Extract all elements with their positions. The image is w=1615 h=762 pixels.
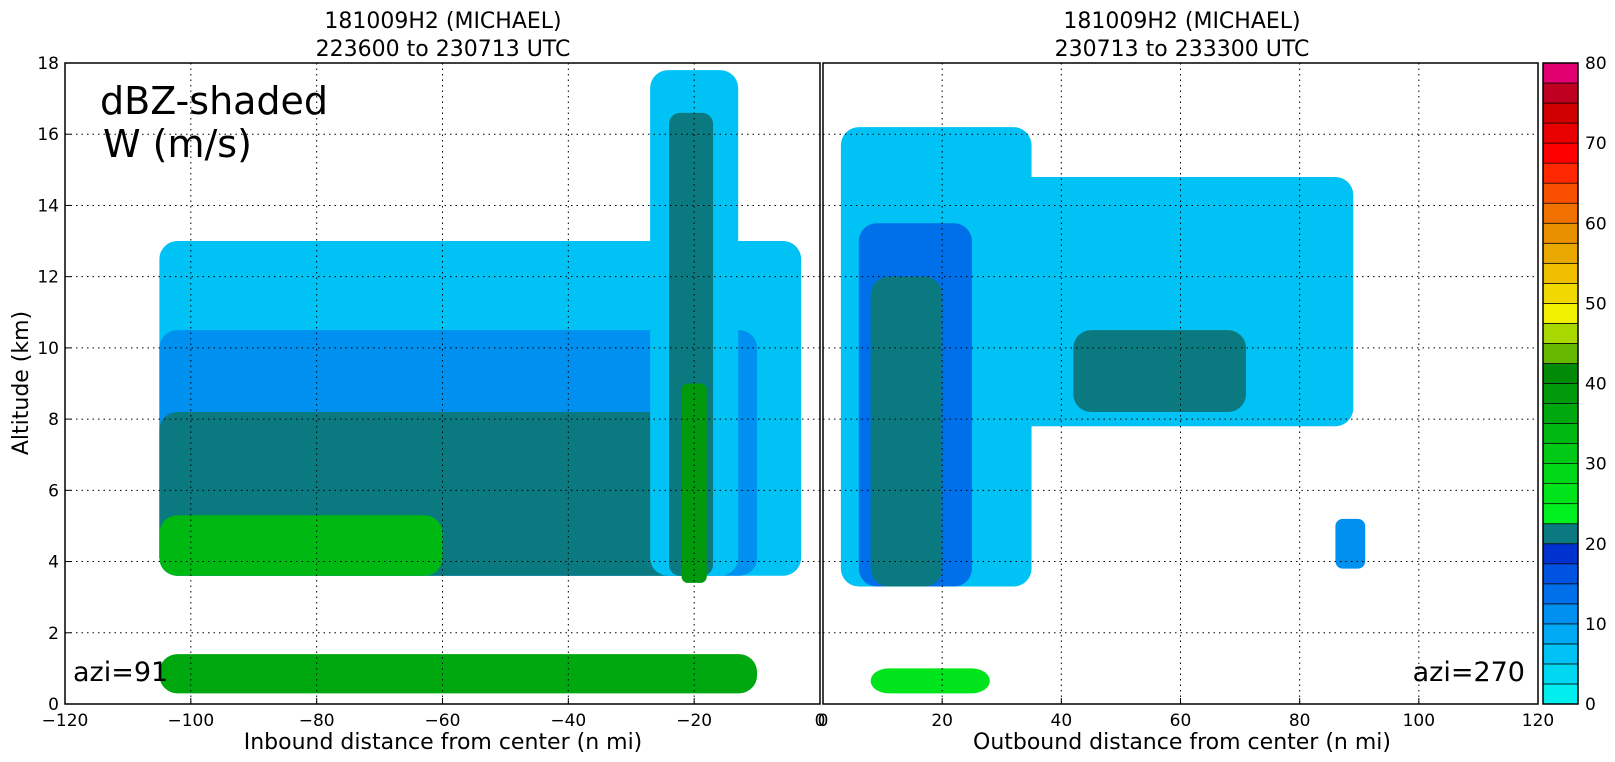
right-panel: 181009H2 (MICHAEL) 230713 to 233300 UTC … — [818, 9, 1555, 755]
colorbar-segment — [1542, 683, 1579, 705]
colorbar-tick-label: 70 — [1585, 134, 1607, 154]
colorbar-tick-label: 20 — [1585, 535, 1607, 555]
colorbar-segment — [1542, 122, 1579, 144]
colorbar-segment — [1542, 62, 1579, 84]
reflectivity-region-0-7 — [159, 654, 758, 694]
colorbar-tick-label: 30 — [1585, 455, 1607, 475]
left-panel: 181009H2 (MICHAEL) 223600 to 230713 UTC … — [9, 9, 825, 755]
colorbar-segment — [1542, 323, 1579, 344]
x-tick-label: −80 — [299, 711, 335, 731]
x-tick-label: 100 — [1403, 711, 1435, 731]
colorbar-segment — [1542, 483, 1579, 505]
colorbar-segment — [1542, 242, 1579, 264]
colorbar-segment — [1542, 463, 1579, 485]
x-tick-label: 0 — [815, 711, 826, 731]
colorbar-segment — [1542, 202, 1579, 224]
y-tick-label: 12 — [37, 268, 59, 288]
reflectivity-region-1-3 — [870, 276, 943, 587]
colorbar-segment — [1542, 603, 1579, 625]
colorbar-segment — [1542, 523, 1579, 545]
reflectivity-region-1-6 — [870, 668, 990, 694]
colorbar-segment — [1542, 82, 1579, 104]
colorbar-segment — [1542, 643, 1579, 665]
x-tick-label: 40 — [1051, 711, 1073, 731]
colorbar-segment — [1542, 142, 1579, 164]
annotation-dbz-shaded: dBZ-shaded — [100, 79, 328, 123]
annotation-azi-left: azi=91 — [73, 657, 168, 688]
x-tick-label: 120 — [1522, 711, 1554, 731]
y-tick-label: 0 — [48, 695, 59, 715]
x-tick-label: 60 — [1170, 711, 1192, 731]
reflectivity-region-1-4 — [1073, 330, 1247, 412]
left-chart-subtitle: 223600 to 230713 UTC — [316, 37, 571, 62]
colorbar-segment — [1542, 383, 1579, 404]
colorbar-segment — [1542, 102, 1579, 124]
colorbar-segment — [1542, 182, 1579, 204]
x-tick-label: 80 — [1289, 711, 1311, 731]
x-tick-label: −120 — [42, 711, 89, 731]
colorbar-segment — [1542, 222, 1579, 244]
colorbar-segment — [1542, 623, 1579, 645]
colorbar-segment — [1542, 262, 1579, 284]
y-tick-label: 14 — [37, 196, 59, 216]
colorbar-segment — [1542, 423, 1579, 444]
x-tick-label: 20 — [931, 711, 953, 731]
x-tick-label: −100 — [167, 711, 214, 731]
colorbar-segment — [1542, 443, 1579, 464]
left-chart-title: 181009H2 (MICHAEL) — [324, 9, 561, 34]
colorbar-segment — [1542, 663, 1579, 685]
y-tick-label: 16 — [37, 125, 59, 145]
colorbar-tick-label: 80 — [1585, 54, 1607, 74]
right-x-axis: 0 20 40 60 80 100 120 — [818, 698, 1554, 731]
colorbar-tick-label: 0 — [1585, 695, 1596, 715]
left-x-axis-label: Inbound distance from center (n mi) — [244, 730, 643, 755]
y-axis-label: Altitude (km) — [9, 311, 34, 455]
annotation-azi-right: azi=270 — [1413, 657, 1525, 688]
colorbar-segment — [1542, 403, 1579, 424]
colorbar-segment — [1542, 282, 1579, 304]
colorbar-tick-label: 50 — [1585, 294, 1607, 314]
colorbar-tick-label: 40 — [1585, 375, 1607, 395]
colorbar-tick-label: 60 — [1585, 214, 1607, 234]
colorbar-tick-label: 10 — [1585, 615, 1607, 635]
right-plot-area — [823, 63, 1538, 704]
right-chart-title: 181009H2 (MICHAEL) — [1063, 9, 1300, 34]
x-tick-label: −40 — [550, 711, 586, 731]
y-tick-label: 6 — [48, 481, 59, 501]
colorbar-frame — [1542, 62, 1579, 705]
right-chart-subtitle: 230713 to 233300 UTC — [1055, 37, 1310, 62]
right-x-axis-label: Outbound distance from center (n mi) — [973, 730, 1391, 755]
y-tick-label: 8 — [48, 410, 59, 430]
left-y-axis: 0 2 4 6 8 10 12 14 16 18 — [37, 54, 71, 715]
colorbar-segment — [1542, 563, 1579, 585]
y-tick-label: 2 — [48, 624, 59, 644]
left-x-axis: −120 −100 −80 −60 −40 −20 0 — [42, 698, 826, 731]
colorbar-segment — [1542, 583, 1579, 605]
colorbar-segment — [1542, 343, 1579, 364]
colorbar-segment — [1542, 303, 1579, 324]
y-tick-label: 4 — [48, 553, 59, 573]
y-tick-label: 10 — [37, 339, 59, 359]
reflectivity-region-0-3 — [159, 515, 443, 576]
reflectivity-region-1-5 — [1335, 518, 1366, 569]
colorbar-segment — [1542, 363, 1579, 384]
reflectivity-region-0-6 — [681, 383, 707, 583]
y-tick-label: 18 — [37, 54, 59, 74]
left-plot-area — [65, 63, 820, 704]
colorbar-segment — [1542, 503, 1579, 525]
annotation-w-units: W (m/s) — [103, 122, 252, 166]
x-tick-label: −20 — [676, 711, 712, 731]
colorbar-segment — [1542, 543, 1579, 565]
x-tick-label: −60 — [425, 711, 461, 731]
colorbar-segment — [1542, 162, 1579, 184]
colorbar: 0 10 20 30 40 50 60 70 80 — [1542, 54, 1607, 715]
x-tick-label: 0 — [818, 711, 829, 731]
